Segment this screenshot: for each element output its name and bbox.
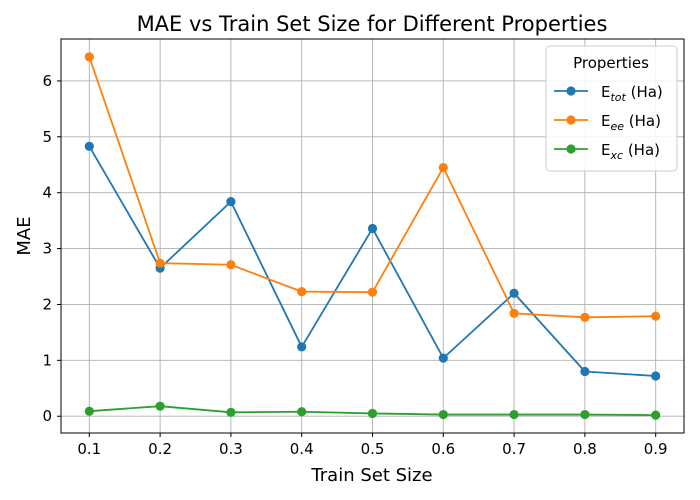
y-tick-label: 0 [42,407,52,425]
data-point-ee [84,52,94,62]
legend: Properties Etot (Ha) Eee (Ha) Exc (Ha) [545,45,678,172]
x-tick-label: 0.7 [502,440,526,458]
data-point-tot [438,353,448,363]
y-tick-label: 6 [42,72,52,90]
chart-title: MAE vs Train Set Size for Different Prop… [137,12,608,36]
data-point-ee [226,260,236,270]
data-point-xc [226,407,236,417]
y-tick-label: 5 [42,128,52,146]
plot-area-frame [60,38,685,434]
data-point-ee [509,308,519,319]
data-point-xc [297,407,307,417]
data-point-ee [367,287,378,297]
y-tick-label: 3 [42,240,52,258]
legend-label-tot: Etot (Ha) [601,83,663,104]
data-point-ee [297,287,307,297]
data-point-tot [651,371,661,381]
x-tick-label: 0.9 [644,440,668,458]
x-tick-label: 0.8 [573,440,597,458]
data-point-tot [226,197,236,207]
data-point-ee [155,258,165,268]
data-point-xc [155,401,165,411]
legend-label-xc: Exc (Ha) [601,141,660,162]
data-point-ee [438,162,448,173]
legend-marker-ee [566,115,576,125]
data-point-tot [509,288,519,298]
x-tick-label: 0.1 [77,440,101,458]
y-tick-label: 2 [42,295,52,313]
x-axis-label: Train Set Size [310,465,432,486]
x-axis-ticks: 0.1 0.2 0.3 0.4 0.5 0.6 0.7 0.8 0.9 [77,433,668,458]
data-point-tot [367,223,378,234]
data-point-xc [509,409,519,420]
y-tick-label: 1 [42,351,52,369]
legend-box [545,45,678,172]
series-group [84,52,661,420]
legend-items: Etot (Ha) Eee (Ha) Exc (Ha) [554,83,663,162]
y-tick-label: 4 [42,184,52,202]
data-point-xc [651,410,661,420]
x-tick-label: 0.5 [361,440,385,458]
data-point-ee [580,312,590,322]
data-point-ee [651,311,661,321]
data-point-tot [84,141,94,151]
y-axis-label: MAE [14,216,35,255]
data-point-xc [580,409,590,420]
x-tick-label: 0.4 [290,440,314,458]
data-point-tot [297,342,307,352]
x-tick-label: 0.2 [148,440,172,458]
legend-marker-tot [566,86,576,96]
legend-label-ee: Eee (Ha) [601,112,661,133]
legend-title: Properties [573,54,649,72]
data-point-xc [84,406,94,416]
data-point-xc [438,409,448,420]
data-point-xc [367,408,378,419]
y-axis-ticks: 0 1 2 3 4 5 6 [42,72,61,425]
legend-marker-xc [566,144,576,154]
x-tick-label: 0.6 [431,440,455,458]
x-tick-label: 0.3 [219,440,243,458]
data-point-tot [580,366,590,377]
